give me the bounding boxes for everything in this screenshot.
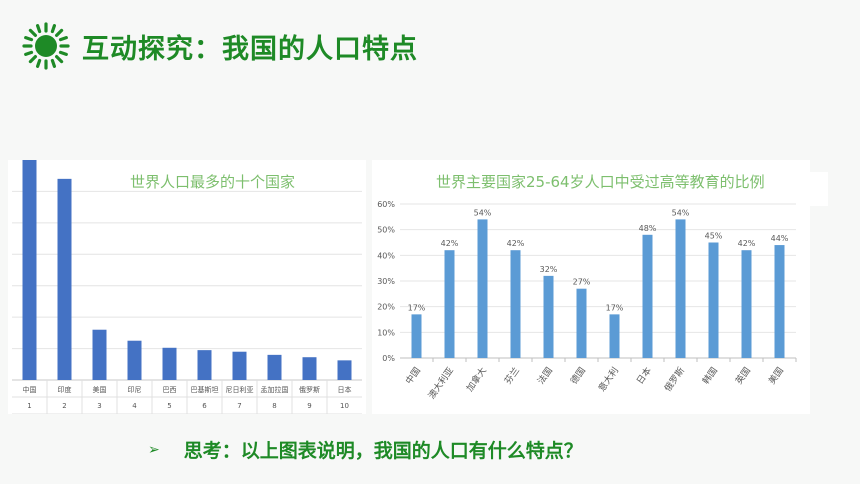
bar	[267, 354, 282, 380]
question-text: 思考：以上图表说明，我国的人口有什么特点？	[183, 440, 583, 462]
chart-title-population: 世界人口最多的十个国家	[130, 173, 296, 191]
sun-icon	[22, 22, 70, 70]
rank-label: 4	[132, 402, 137, 410]
bar	[708, 242, 719, 358]
data-label: 45%	[705, 232, 723, 241]
data-label: 48%	[639, 224, 657, 233]
x-tick-label: 日本	[338, 385, 352, 394]
x-tick-label: 印尼	[128, 386, 142, 394]
bar	[57, 178, 72, 380]
rank-label: 9	[307, 402, 311, 410]
bar	[741, 250, 752, 358]
rank-label: 6	[202, 402, 207, 410]
bar	[774, 245, 785, 358]
bar	[675, 219, 686, 358]
y-tick-label: 0%	[382, 354, 395, 363]
data-label: 42%	[507, 239, 525, 248]
bar	[477, 219, 488, 358]
x-tick-label: 俄罗斯	[299, 385, 320, 394]
x-tick-label: 法国	[535, 365, 555, 387]
chart-population: 中国 1 印度 2 美国 3 印尼 4 巴西 5 巴基斯坦 6 尼日利亚 7 孟加拉国 8 俄罗斯 9 日本 10	[12, 160, 362, 415]
data-label: 44%	[771, 234, 789, 243]
bar	[92, 329, 107, 380]
bar	[411, 314, 422, 358]
x-tick-label: 芬兰	[502, 365, 522, 387]
bar	[576, 288, 587, 358]
x-tick-label: 日本	[634, 365, 654, 387]
rank-label: 5	[167, 402, 171, 410]
y-tick-label: 60%	[377, 200, 395, 209]
bar	[197, 350, 212, 380]
bar	[162, 347, 177, 380]
x-tick-label: 孟加拉国	[261, 385, 289, 394]
x-tick-label: 美国	[766, 365, 786, 387]
x-tick-label: 加拿大	[464, 365, 489, 394]
x-tick-label: 尼日利亚	[226, 385, 254, 394]
rank-label: 3	[97, 402, 101, 410]
rank-label: 7	[237, 402, 241, 410]
bar	[510, 250, 521, 358]
chart-title-education: 世界主要国家25-64岁人口中受过高等教育的比例	[436, 173, 765, 191]
x-tick-label: 英国	[733, 365, 753, 387]
x-tick-label: 德国	[568, 365, 588, 387]
y-tick-label: 50%	[377, 226, 395, 235]
x-tick-label: 印度	[58, 385, 72, 394]
data-label: 42%	[441, 239, 459, 248]
x-tick-label: 中国	[403, 365, 423, 387]
chart-panel-population: 中国 1 印度 2 美国 3 印尼 4 巴西 5 巴基斯坦 6 尼日利亚 7 孟加拉国 8 俄罗斯 9 日本 10	[8, 160, 366, 415]
data-label: 32%	[540, 265, 558, 274]
bar	[444, 250, 455, 358]
arrow-bullet-icon: ➢	[148, 441, 160, 458]
page-title: 互动探究：我国的人口特点	[82, 33, 418, 65]
data-label: 17%	[408, 303, 426, 312]
bar	[232, 351, 247, 380]
y-tick-label: 10%	[377, 328, 395, 337]
bar	[22, 160, 37, 380]
bar	[127, 340, 142, 380]
slide-header: 互动探究：我国的人口特点	[22, 18, 418, 74]
bar	[642, 234, 653, 358]
bar	[543, 275, 554, 358]
bar	[302, 357, 317, 380]
bar	[609, 314, 620, 358]
y-tick-label: 20%	[377, 303, 395, 312]
data-label: 54%	[672, 208, 690, 217]
chart-education: 0% 10% 20% 30% 40% 50% 60% 17% 中国 42% 澳大利亚 54% 加拿大 42…	[377, 200, 797, 401]
rank-label: 10	[340, 402, 349, 410]
x-tick-label: 韩国	[700, 365, 720, 387]
rank-label: 8	[272, 402, 276, 410]
footer-question: ➢ 思考：以上图表说明，我国的人口有什么特点？	[148, 436, 583, 463]
data-label: 27%	[573, 278, 591, 287]
data-label: 54%	[474, 208, 492, 217]
rank-label: 1	[27, 402, 31, 410]
bar	[337, 360, 352, 380]
x-tick-label: 中国	[23, 385, 37, 394]
y-tick-label: 30%	[377, 277, 395, 286]
rank-label: 2	[62, 402, 66, 410]
x-tick-label: 美国	[93, 385, 107, 394]
x-tick-label: 巴基斯坦	[191, 385, 219, 394]
x-tick-label: 俄罗斯	[662, 365, 687, 394]
y-tick-label: 40%	[377, 251, 395, 260]
x-tick-label: 意大利	[596, 365, 621, 394]
data-label: 17%	[606, 303, 624, 312]
x-tick-label: 澳大利亚	[425, 365, 455, 401]
data-label: 42%	[738, 239, 756, 248]
decorative-block	[808, 172, 828, 206]
x-tick-label: 巴西	[163, 386, 177, 394]
chart-panel-education: 0% 10% 20% 30% 40% 50% 60% 17% 中国 42% 澳大利亚 54% 加拿大 42…	[372, 160, 810, 414]
